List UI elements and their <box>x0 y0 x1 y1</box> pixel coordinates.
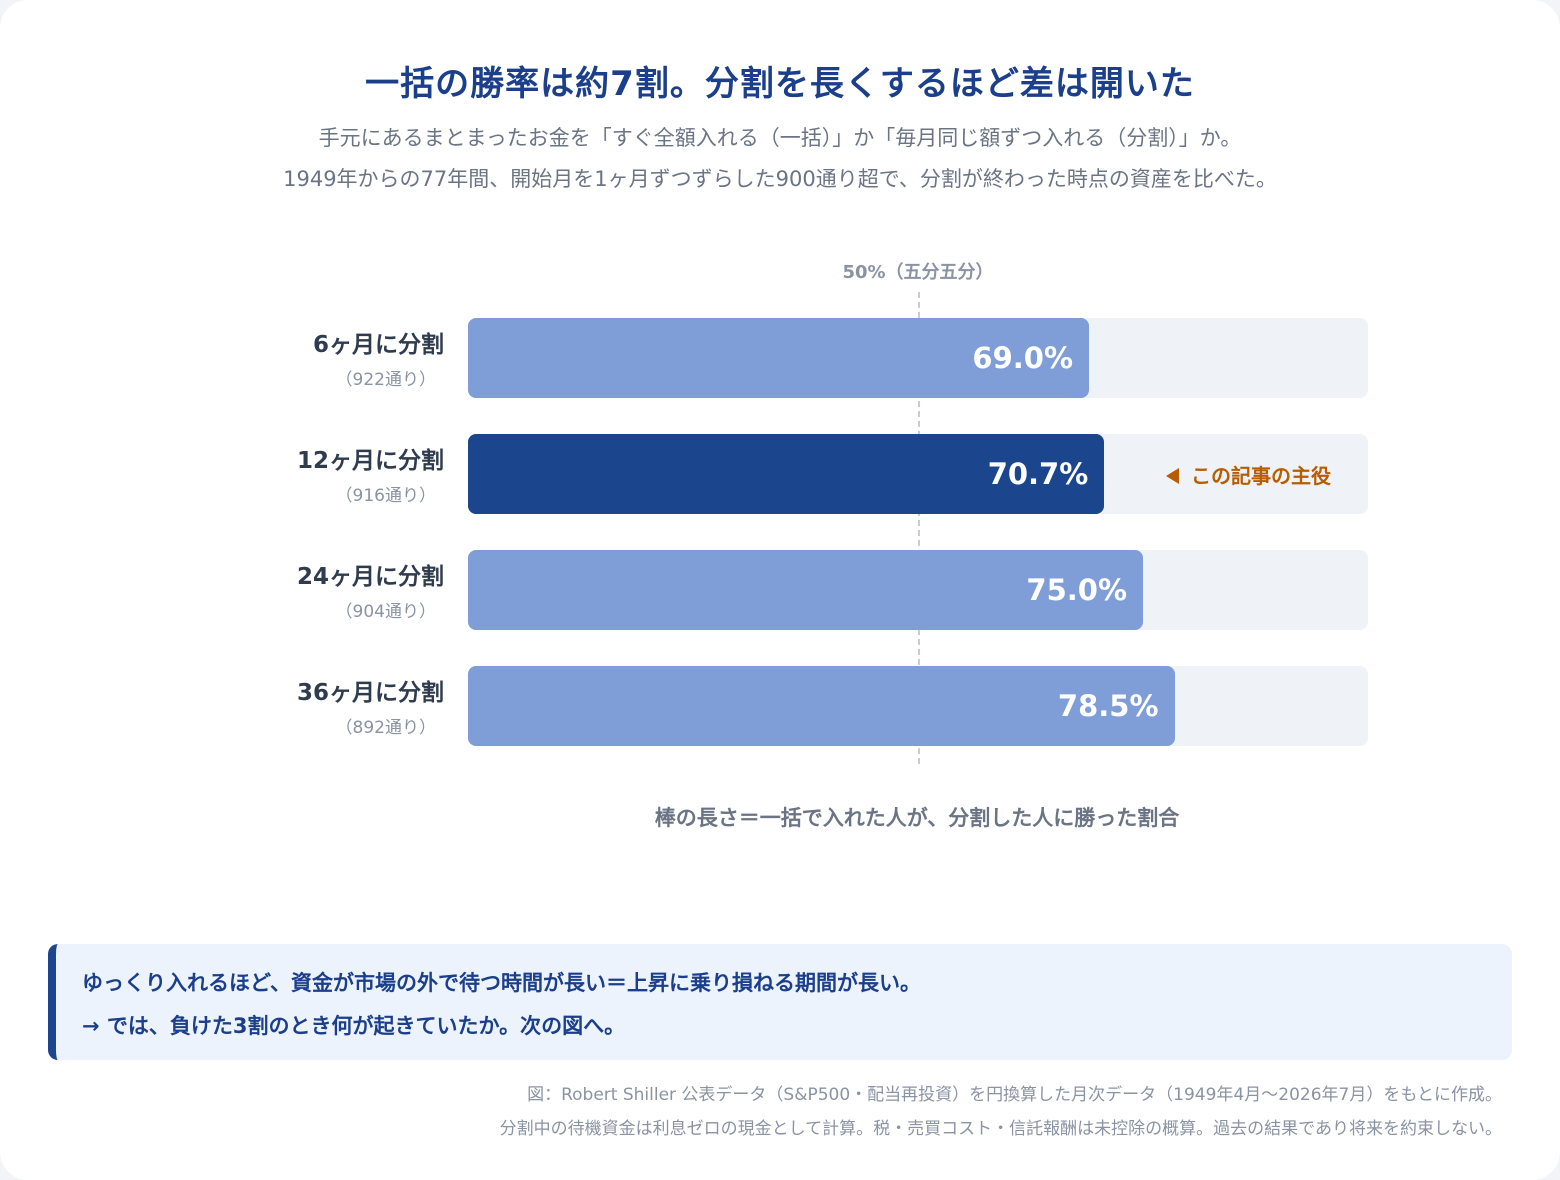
source-line-1: 図：Robert Shiller 公表データ（S&P500・配当再投資）を円換算… <box>527 1085 1502 1105</box>
category-count: （892通り） <box>335 718 436 738</box>
axis-caption: 棒の長さ＝一括で入れた人が、分割した人に勝った割合 <box>654 806 1180 830</box>
category-count: （916通り） <box>335 486 436 506</box>
category-count: （904通り） <box>335 602 436 622</box>
category-count: （922通り） <box>335 370 436 390</box>
subtitle-line-1: 手元にあるまとまったお金を「すぐ全額入れる（一括）」か「毎月同じ額ずつ入れる（分… <box>318 126 1242 150</box>
bar-value-label: 75.0% <box>1026 573 1127 607</box>
bar-3 <box>468 550 1143 630</box>
bar-value-label: 78.5% <box>1057 689 1159 723</box>
bar-2 <box>468 434 1105 514</box>
takeaway-note: ゆっくり入れるほど、資金が市場の外で待つ時間が長い＝上昇に乗り損ねる期間が長い。… <box>48 944 1512 1060</box>
subtitle-line-2: 1949年からの77年間、開始月を1ヶ月ずつずらした900通り超で、分割が終わっ… <box>283 167 1277 191</box>
category-label: 12ヶ月に分割 <box>296 448 444 474</box>
bar-4 <box>468 666 1175 746</box>
note-line-1: ゆっくり入れるほど、資金が市場の外で待つ時間が長い＝上昇に乗り損ねる期間が長い。 <box>82 971 921 995</box>
bar-value-label: 70.7% <box>987 457 1089 491</box>
note-line-2: → では、負けた3割のとき何が起きていたか。次の図へ。 <box>82 1014 626 1038</box>
highlight-callout: この記事の主役 <box>1166 462 1331 490</box>
category-label: 24ヶ月に分割 <box>296 564 444 590</box>
reference-line-label: 50%（五分五分） <box>842 262 994 283</box>
bar-1 <box>468 318 1089 398</box>
category-label: 6ヶ月に分割 <box>312 332 444 358</box>
reference-line-50 <box>918 292 920 764</box>
left-triangle-icon <box>1166 468 1179 484</box>
category-label: 36ヶ月に分割 <box>296 680 444 706</box>
bar-value-label: 69.0% <box>972 341 1073 375</box>
source-line-2: 分割中の待機資金は利息ゼロの現金として計算。税・売買コスト・信託報酬は未控除の概… <box>499 1119 1502 1139</box>
callout-text: この記事の主役 <box>1191 464 1331 488</box>
chart-title: 一括の勝率は約7割。分割を長くするほど差は開いた <box>365 64 1195 104</box>
